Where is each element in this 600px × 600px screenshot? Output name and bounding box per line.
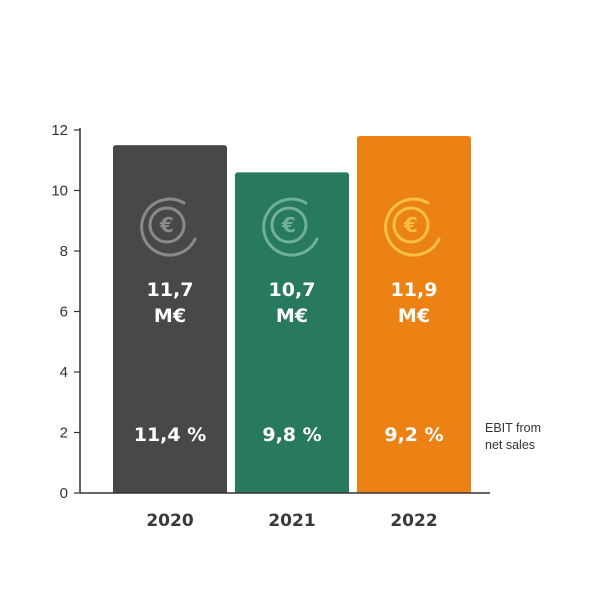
value-label-percent: 9,8 % — [262, 424, 321, 446]
bar-2021 — [235, 172, 349, 493]
y-tick-label: 0 — [60, 485, 68, 502]
x-category-label: 2020 — [146, 511, 193, 531]
side-note-line-1: EBIT from — [485, 421, 541, 435]
euro-coin-icon: € — [140, 197, 197, 257]
value-label-amount: 11,9 — [391, 279, 438, 301]
x-category-labels: 2020 2021 2022 — [146, 511, 437, 531]
coin-outer-arc — [384, 197, 441, 257]
value-label-unit: M€ — [276, 305, 308, 327]
y-ticks: 0 2 4 6 8 10 12 — [51, 122, 80, 502]
y-tick-label: 4 — [60, 364, 68, 381]
y-tick-label: 2 — [60, 425, 68, 442]
euro-coin-icon: € — [262, 197, 319, 257]
side-note-line-2: net sales — [485, 438, 535, 452]
value-labels-layer: 11,7 M€ 11,4 % 10,7 M€ 9,8 % 11,9 M€ 9,2 % — [134, 279, 444, 446]
coin-outer-arc — [262, 197, 319, 257]
y-tick-label: 10 — [51, 183, 68, 200]
coin-inner-circle — [148, 206, 186, 244]
euro-sign: € — [159, 213, 174, 237]
icons-layer: € € € — [140, 197, 441, 257]
value-label-percent: 11,4 % — [134, 424, 207, 446]
value-label-amount: 10,7 — [269, 279, 316, 301]
y-tick-label: 6 — [60, 304, 68, 321]
y-tick-label: 12 — [51, 122, 68, 139]
euro-sign: € — [403, 213, 418, 237]
coin-inner-circle — [392, 206, 430, 244]
y-tick-label: 8 — [60, 243, 68, 260]
x-category-label: 2021 — [268, 511, 315, 531]
coin-outer-arc — [140, 197, 197, 257]
value-label-percent: 9,2 % — [384, 424, 443, 446]
x-category-label: 2022 — [390, 511, 437, 531]
value-label-amount: 11,7 — [147, 279, 194, 301]
value-label-unit: M€ — [398, 305, 430, 327]
euro-coin-icon: € — [384, 197, 441, 257]
euro-sign: € — [281, 213, 296, 237]
coin-inner-circle — [270, 206, 308, 244]
value-label-unit: M€ — [154, 305, 186, 327]
